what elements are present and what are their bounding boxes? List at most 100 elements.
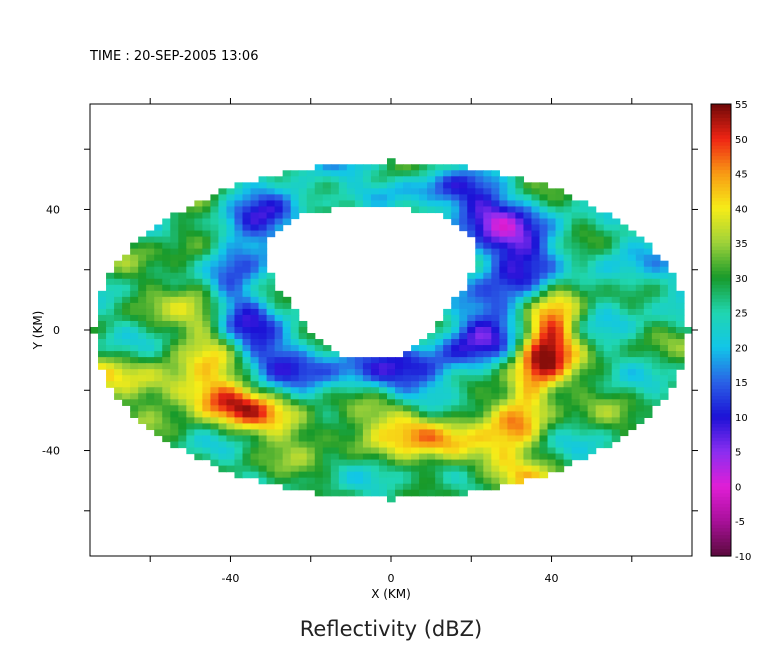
heatmap-cell [483,230,492,238]
heatmap-cell [314,194,324,202]
heatmap-cell [499,326,508,334]
heatmap-cell [234,308,244,316]
heatmap-cell [330,363,340,370]
colorbar-swatch [711,441,731,446]
heatmap-cell [483,339,492,346]
heatmap-cell [571,242,581,250]
heatmap-cell [603,308,613,316]
heatmap-cell [507,405,517,412]
heatmap-cell [122,387,131,394]
heatmap-cell [274,339,284,346]
heatmap-cell [579,447,589,455]
heatmap-cell [411,405,420,412]
heatmap-cell [675,326,685,334]
heatmap-cell [395,200,404,208]
heatmap-cell [370,477,380,485]
heatmap-cell [186,302,195,310]
heatmap-cell [491,224,500,232]
heatmap-cell [563,333,573,340]
heatmap-cell [459,200,468,208]
heatmap-cell [603,351,613,358]
heatmap-cell [435,170,444,177]
heatmap-cell [298,423,308,431]
heatmap-cell [579,345,589,352]
heatmap-cell [443,320,452,328]
heatmap-cell [154,272,163,280]
heatmap-cell [146,296,155,304]
heatmap-cell [170,314,179,322]
heatmap-cell [274,441,284,449]
heatmap-cell [579,381,589,388]
heatmap-cell [322,194,332,202]
heatmap-cell [483,308,492,316]
heatmap-cell [210,260,220,268]
heatmap-cell [186,260,195,268]
heatmap-cell [354,188,364,195]
heatmap-cell [130,351,139,358]
heatmap-cell [435,369,444,376]
heatmap-cell [459,399,468,406]
heatmap-cell [403,399,412,406]
heatmap-cell [451,345,460,352]
heatmap-cell [459,296,468,304]
heatmap-cell [491,369,500,376]
heatmap-cell [603,314,613,322]
heatmap-cell [659,375,669,382]
heatmap-cell [443,453,452,461]
heatmap-cell [459,194,468,202]
heatmap-cell [539,248,549,256]
heatmap-cell [611,224,621,232]
heatmap-cell [467,423,476,431]
heatmap-cell [266,357,276,364]
heatmap-cell [515,200,525,208]
heatmap-cell [571,429,581,437]
heatmap-cell [539,435,549,443]
heatmap-cell [226,411,236,418]
heatmap-cell [378,465,388,473]
heatmap-cell [114,314,123,322]
heatmap-cell [346,381,356,388]
heatmap-cell [314,453,324,461]
heatmap-cell [314,465,324,473]
heatmap-cell [675,302,685,310]
heatmap-cell [298,399,308,406]
heatmap-cell [138,363,147,370]
heatmap-cell [242,206,252,214]
heatmap-cell [106,363,115,370]
heatmap-cell [354,423,364,431]
heatmap-cell [667,363,677,370]
heatmap-cell [587,441,597,449]
heatmap-cell [250,284,260,292]
heatmap-cell [531,465,541,473]
heatmap-cell [186,326,195,334]
heatmap-cell [306,381,316,388]
heatmap-cell [563,206,573,214]
heatmap-cell [547,447,557,455]
heatmap-cell [266,206,276,214]
heatmap-cell [459,345,468,352]
heatmap-cell [130,411,139,418]
heatmap-cell [467,471,476,479]
heatmap-cell [154,369,163,376]
heatmap-cell [106,381,115,388]
heatmap-cell [475,429,484,437]
heatmap-cell [338,363,348,370]
colorbar-swatch [711,361,731,366]
heatmap-cell [234,200,244,208]
heatmap-cell [491,351,500,358]
heatmap-cell [539,381,549,388]
heatmap-cell [523,453,533,461]
heatmap-cell [395,459,404,467]
x-tick-labels: -40 0 40 [221,572,558,585]
heatmap-cell [483,260,492,268]
heatmap-cell [226,230,236,238]
heatmap-cell [354,417,364,425]
heatmap-cell [635,375,645,382]
heatmap-cell [194,326,203,334]
colorbar-swatch [711,489,731,495]
heatmap-cell [162,242,171,250]
heatmap-cell [138,266,147,274]
heatmap-cell [346,387,356,394]
heatmap-cell [258,272,268,280]
heatmap-cell [322,170,332,177]
